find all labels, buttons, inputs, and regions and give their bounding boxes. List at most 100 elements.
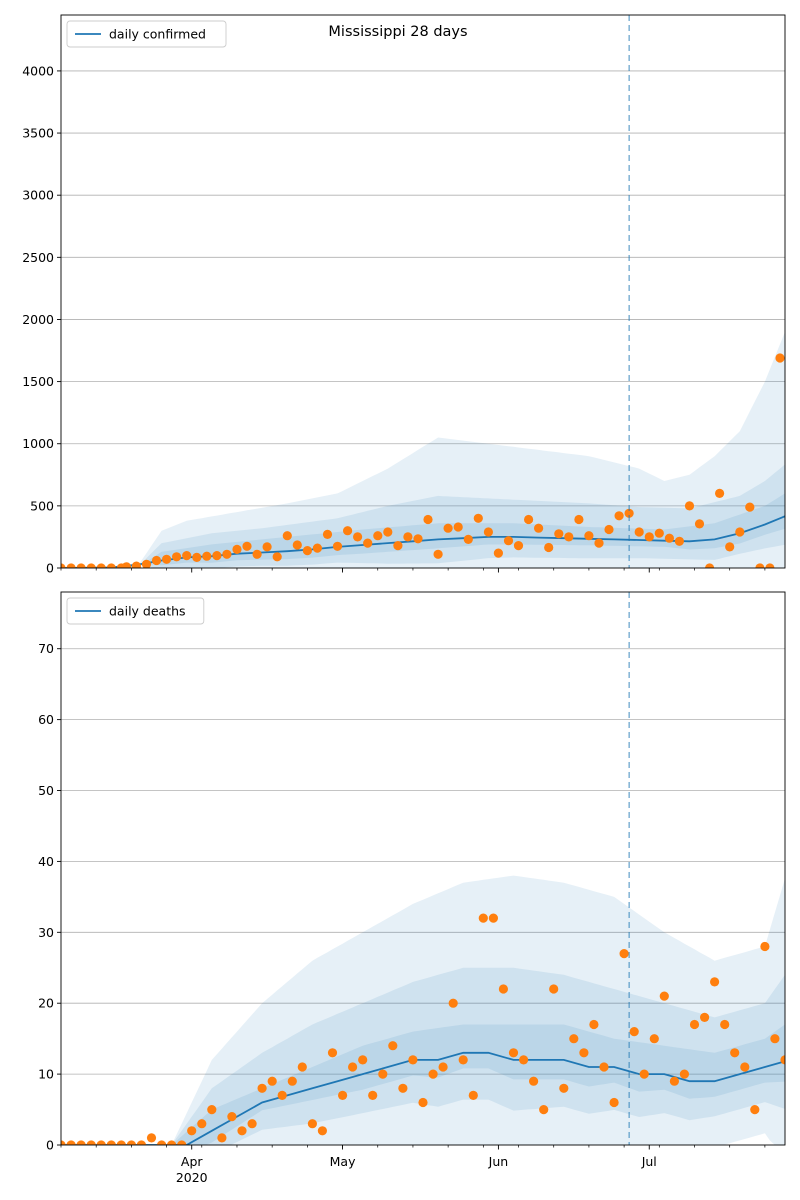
data-point xyxy=(217,1133,227,1143)
data-point xyxy=(76,1140,86,1145)
data-point xyxy=(720,1019,730,1030)
data-point xyxy=(750,1105,760,1115)
data-point xyxy=(624,508,634,518)
data-point xyxy=(202,551,212,561)
data-point xyxy=(730,1048,740,1058)
data-point xyxy=(66,563,76,568)
data-point xyxy=(96,563,106,568)
data-point xyxy=(488,913,498,923)
data-point xyxy=(252,549,262,559)
data-point xyxy=(343,526,353,536)
data-point xyxy=(614,511,624,521)
data-point xyxy=(524,514,534,525)
data-point xyxy=(418,1097,428,1108)
data-point xyxy=(348,1062,358,1072)
data-point xyxy=(116,1140,126,1145)
data-point xyxy=(167,1140,177,1145)
data-point xyxy=(569,1034,579,1044)
data-point xyxy=(639,1069,649,1079)
data-point xyxy=(473,513,483,523)
data-point xyxy=(539,1105,549,1115)
y-tick-label: 10 xyxy=(38,1067,54,1082)
y-tick-label: 20 xyxy=(38,996,54,1011)
y-tick-label: 40 xyxy=(38,854,54,869)
data-point xyxy=(192,552,202,563)
data-point xyxy=(589,1019,599,1030)
data-point xyxy=(413,534,423,544)
data-point xyxy=(765,563,775,568)
data-point xyxy=(172,552,182,562)
data-point xyxy=(96,1140,106,1145)
data-point xyxy=(332,541,343,551)
data-point xyxy=(302,546,312,556)
legend-box xyxy=(66,20,227,48)
data-point xyxy=(564,532,574,542)
data-point xyxy=(725,542,735,552)
data-point xyxy=(257,1083,267,1093)
data-point xyxy=(121,562,131,568)
y-tick-label: 2500 xyxy=(22,250,54,265)
data-point xyxy=(393,541,403,551)
data-point xyxy=(282,531,292,541)
data-point xyxy=(654,528,664,538)
y-tick-label: 500 xyxy=(30,498,54,513)
data-point xyxy=(684,501,695,511)
data-point xyxy=(428,1069,438,1079)
data-point xyxy=(232,544,242,555)
data-point xyxy=(634,527,644,537)
data-point xyxy=(629,1027,639,1037)
data-point xyxy=(287,1076,297,1086)
y-tick-label: 50 xyxy=(38,783,54,798)
data-point xyxy=(529,1076,539,1086)
data-point xyxy=(669,1076,680,1086)
y-tick-label: 4000 xyxy=(22,63,54,78)
data-point xyxy=(353,532,363,542)
legend-box xyxy=(66,597,205,625)
data-point xyxy=(609,1097,619,1108)
data-point xyxy=(796,428,800,437)
data-point xyxy=(508,1048,519,1058)
y-tick-label: 70 xyxy=(38,641,54,656)
data-point xyxy=(433,549,443,559)
data-point xyxy=(373,531,383,541)
data-point xyxy=(453,522,463,532)
data-point xyxy=(182,551,192,561)
data-point xyxy=(157,1140,167,1145)
data-point xyxy=(780,1055,785,1065)
deaths-panel: 0 10 20 30 40 50 60 70 Apr May Jun Jul 2020 daily dea… xyxy=(38,591,800,1185)
data-point xyxy=(131,561,141,568)
data-point xyxy=(403,532,413,542)
data-point xyxy=(584,531,594,541)
data-point xyxy=(237,1126,247,1136)
data-point xyxy=(619,949,629,959)
data-point xyxy=(438,1062,448,1072)
x-tick-label: May xyxy=(330,1154,356,1169)
y-tick-label: 3000 xyxy=(22,188,54,203)
data-point xyxy=(791,1077,800,1086)
data-point xyxy=(689,1019,700,1030)
data-point xyxy=(498,984,508,994)
y-tick-label: 0 xyxy=(46,1138,54,1153)
data-point xyxy=(785,495,794,504)
data-point xyxy=(227,1112,237,1122)
legend: daily confirmed xyxy=(66,20,227,48)
data-point xyxy=(644,532,654,542)
data-point xyxy=(448,998,458,1008)
data-point xyxy=(136,1140,146,1145)
data-point xyxy=(312,543,322,553)
data-point xyxy=(740,1062,750,1072)
data-point xyxy=(519,1055,529,1065)
y-tick-label: 0 xyxy=(46,561,54,576)
data-point xyxy=(423,514,433,525)
y-tick-label: 60 xyxy=(38,712,54,727)
data-point xyxy=(554,529,564,539)
data-point xyxy=(760,941,770,952)
data-point xyxy=(146,1133,157,1143)
data-point xyxy=(483,527,493,537)
median-line xyxy=(61,1051,785,1145)
x-year-label: 2020 xyxy=(176,1170,208,1185)
data-point xyxy=(338,1090,348,1100)
data-point xyxy=(297,1062,307,1072)
axes-frame xyxy=(60,591,786,1146)
data-point xyxy=(207,1105,217,1115)
